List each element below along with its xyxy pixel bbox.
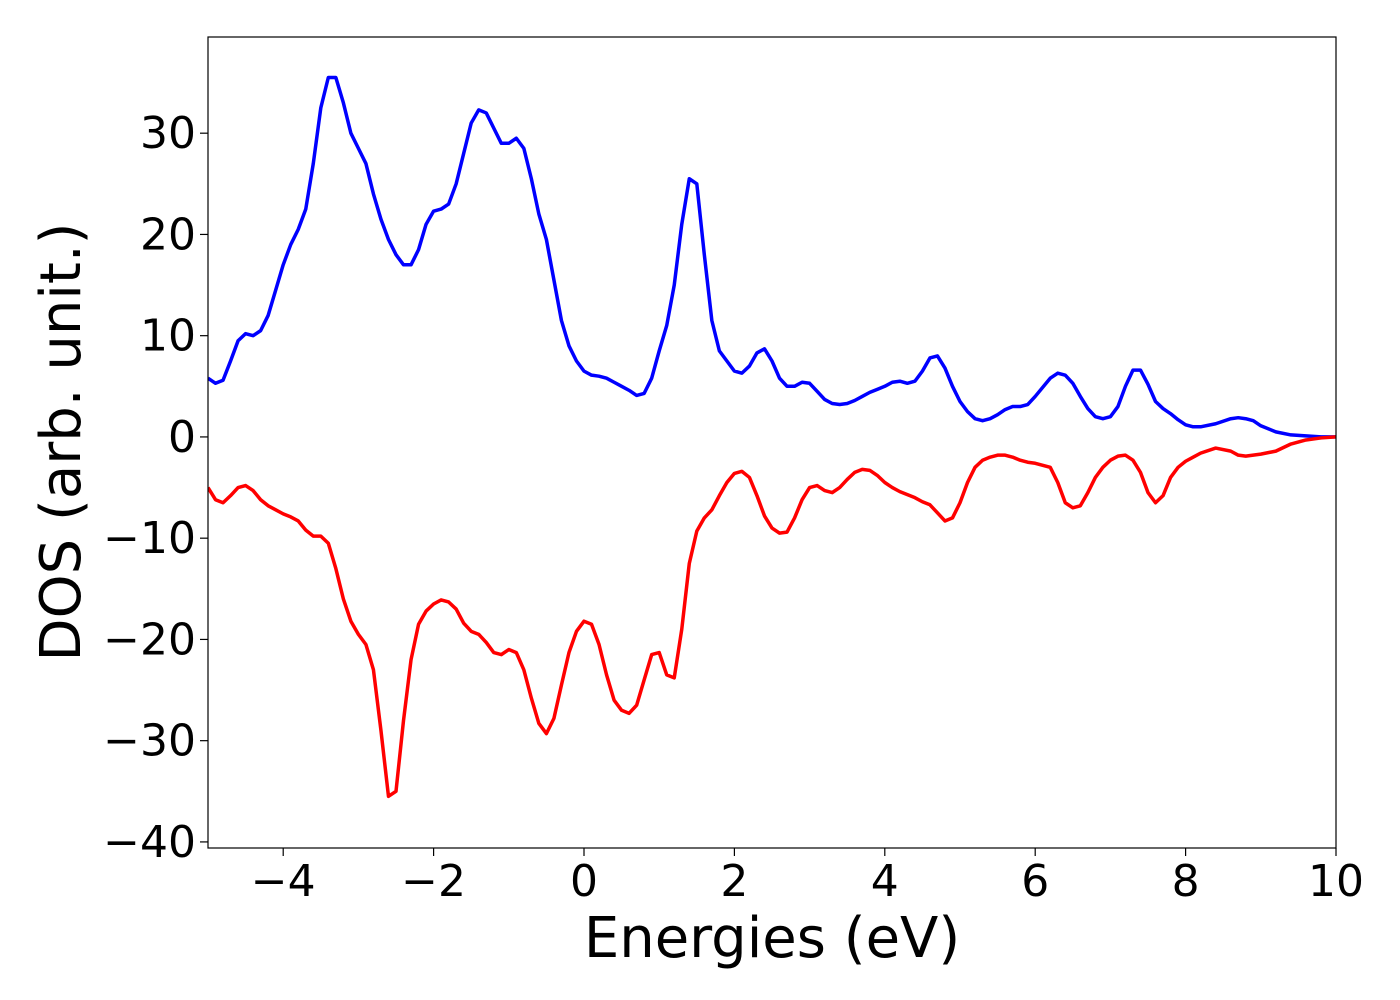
x-tick-label: 6	[1021, 856, 1049, 907]
y-axis-label: DOS (arb. unit.)	[29, 222, 94, 661]
x-tick-label: −2	[401, 856, 466, 907]
y-tick-label: 0	[168, 412, 196, 463]
x-tick-label: 10	[1308, 856, 1364, 907]
x-tick-label: 2	[720, 856, 748, 907]
plot-frame	[207, 36, 1337, 849]
y-tick-label: −10	[103, 513, 196, 564]
y-tick-label: 20	[140, 209, 196, 260]
y-tick-label: −40	[103, 817, 196, 868]
plot-lines	[208, 75, 1336, 799]
x-tick-label: −4	[251, 856, 316, 907]
x-tick-label: 0	[570, 856, 598, 907]
series-line	[208, 75, 1336, 439]
y-tick-label: 30	[140, 108, 196, 159]
series-line	[208, 435, 1336, 799]
y-tick-label: −20	[103, 614, 196, 665]
y-tick-label: 10	[140, 311, 196, 362]
x-tick-label: 4	[871, 856, 899, 907]
x-axis-label: Energies (eV)	[584, 906, 960, 971]
y-tick-label: −30	[103, 716, 196, 767]
x-tick-label: 8	[1172, 856, 1200, 907]
